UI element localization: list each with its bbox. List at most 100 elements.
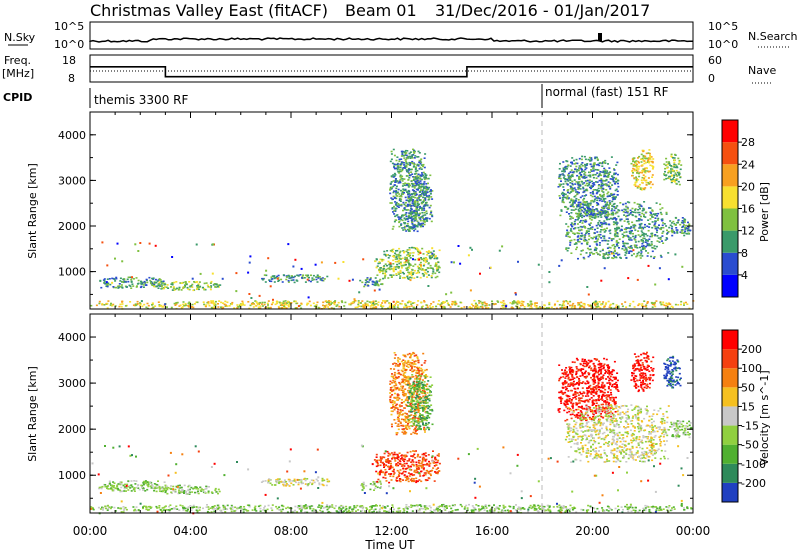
power-panel: 4000 3000 2000 1000 Slant Range [km]	[26, 111, 695, 310]
noise-search-label: N.Search	[748, 30, 798, 43]
x-axis-label: Time UT	[364, 538, 415, 552]
noise-left-tick-bottom: 10^0	[54, 38, 84, 51]
velocity-patch-0	[98, 480, 167, 493]
power-y-axis-label: Slant Range [km]	[26, 163, 39, 259]
velocity-patch-10	[663, 355, 682, 389]
velocity-colorbar: 200 100 50 15 -15 -50 -100 -200	[721, 329, 766, 503]
noise-spike	[598, 33, 602, 41]
velocity-data	[90, 351, 693, 515]
power-colorbar-tick-1: 24	[741, 158, 755, 171]
power-colorbar: 28 24 20 16 12 8 4	[721, 119, 755, 298]
velocity-panel: 4000 3000 2000 1000 Slant Range [km]	[26, 313, 694, 515]
freq-label: Freq.	[4, 54, 31, 67]
x-tick-3: 12:00	[374, 524, 409, 538]
velocity-colorbar-tick-4: -15	[741, 420, 759, 433]
x-tick-4: 16:00	[475, 524, 510, 538]
power-patch-6	[406, 173, 434, 228]
freq-left-tick-top: 18	[62, 54, 76, 67]
cpid-strip: CPID themis 3300 RF normal (fast) 151 RF	[3, 84, 669, 108]
velocity-y-tick-3: 1000	[58, 469, 86, 482]
velocity-colorbar-swatch-3	[722, 425, 738, 445]
power-colorbar-swatch-1	[722, 252, 738, 275]
freq-unit-label: [MHz]	[2, 67, 34, 80]
velocity-colorbar-swatch-5	[722, 387, 738, 407]
nave-right-tick-top: 60	[708, 54, 722, 67]
power-patch-3	[359, 277, 383, 288]
velocity-patch-6	[406, 374, 434, 431]
freq-left-tick-bottom: 8	[68, 72, 75, 85]
velocity-patch-1	[154, 484, 221, 495]
velocity-patch-2	[260, 477, 331, 487]
power-patch-1	[152, 280, 222, 292]
velocity-colorbar-tick-3: 15	[741, 400, 755, 413]
velocity-colorbar-tick-1: 100	[741, 362, 762, 375]
title-dates: 31/Dec/2016 - 01/Jan/2017	[435, 1, 650, 20]
power-patch-10	[663, 153, 683, 186]
power-colorbar-tick-0: 28	[741, 136, 755, 149]
power-colorbar-tick-5: 8	[741, 247, 748, 260]
x-tick-6: 00:00	[676, 524, 711, 538]
velocity-colorbar-tick-7: -200	[741, 477, 766, 490]
velocity-patch-9	[630, 351, 655, 393]
power-colorbar-swatch-6	[722, 142, 738, 165]
velocity-colorbar-tick-5: -50	[741, 439, 759, 452]
cpid-mode-1: themis 3300 RF	[94, 93, 188, 107]
power-colorbar-tick-6: 4	[741, 269, 748, 282]
velocity-y-axis-label: Slant Range [km]	[26, 366, 39, 462]
cpid-mode-2: normal (fast) 151 RF	[545, 85, 669, 99]
power-patch-8	[565, 201, 670, 260]
power-patch-9	[630, 149, 655, 191]
power-patch-11	[668, 216, 692, 237]
velocity-patch-8	[564, 404, 670, 463]
velocity-colorbar-swatch-1	[722, 463, 738, 483]
velocity-colorbar-swatch-0	[722, 482, 738, 502]
power-colorbar-swatch-7	[722, 120, 738, 143]
velocity-scatter	[90, 444, 689, 515]
freq-panel: Freq. [MHz] 18 8 60 0 Nave	[2, 54, 776, 85]
velocity-colorbar-swatch-8	[722, 330, 738, 350]
velocity-patch-11	[667, 420, 693, 439]
power-y-tick-1: 3000	[58, 174, 86, 187]
velocity-y-tick-2: 2000	[58, 423, 86, 436]
noise-sky-series	[89, 37, 694, 43]
x-tick-5: 20:00	[575, 524, 610, 538]
x-tick-2: 08:00	[274, 524, 309, 538]
noise-right-tick-bottom: 10^0	[708, 38, 738, 51]
velocity-patch-12	[90, 503, 693, 514]
noise-left-tick-top: 10^5	[54, 20, 84, 33]
velocity-colorbar-swatch-6	[722, 368, 738, 388]
power-colorbar-swatch-3	[722, 208, 738, 231]
velocity-colorbar-swatch-7	[722, 349, 738, 369]
velocity-colorbar-tick-6: -100	[741, 458, 766, 471]
power-y-tick-3: 1000	[58, 266, 86, 279]
freq-series	[90, 66, 693, 78]
x-tick-0: 00:00	[73, 524, 108, 538]
velocity-y-tick-0: 4000	[58, 331, 86, 344]
power-y-tick-0: 4000	[58, 129, 86, 142]
noise-sky-label: N.Sky	[4, 31, 36, 44]
velocity-colorbar-tick-2: 50	[741, 381, 755, 394]
noise-right-tick-top: 10^5	[708, 20, 738, 33]
velocity-colorbar-swatch-2	[722, 444, 738, 464]
power-y-tick-2: 2000	[58, 220, 86, 233]
noise-panel: N.Sky 10^5 10^0 10^5 10^0 N.Search	[4, 20, 798, 51]
power-scatter	[101, 241, 684, 310]
nave-right-tick-bottom: 0	[708, 72, 715, 85]
title-site: Christmas Valley East (fitACF)	[90, 1, 328, 20]
velocity-y-tick-1: 3000	[58, 377, 86, 390]
power-colorbar-swatch-5	[722, 164, 738, 187]
power-colorbar-swatch-0	[722, 274, 738, 297]
power-colorbar-swatch-2	[722, 230, 738, 253]
velocity-colorbar-tick-0: 200	[741, 343, 762, 356]
cpid-label: CPID	[3, 91, 32, 104]
power-colorbar-tick-2: 20	[741, 180, 755, 193]
power-data	[90, 148, 695, 310]
power-colorbar-label: Power [dB]	[758, 182, 771, 242]
velocity-colorbar-label: Velocity [m s^-1]	[758, 370, 771, 465]
power-patch-4	[374, 246, 441, 280]
power-colorbar-tick-4: 12	[741, 225, 755, 238]
x-axis-ticks: 00:00 04:00 08:00 12:00 16:00 20:00 00:00	[73, 524, 711, 538]
title-beam: Beam 01	[345, 1, 417, 20]
power-patch-2	[261, 274, 329, 284]
